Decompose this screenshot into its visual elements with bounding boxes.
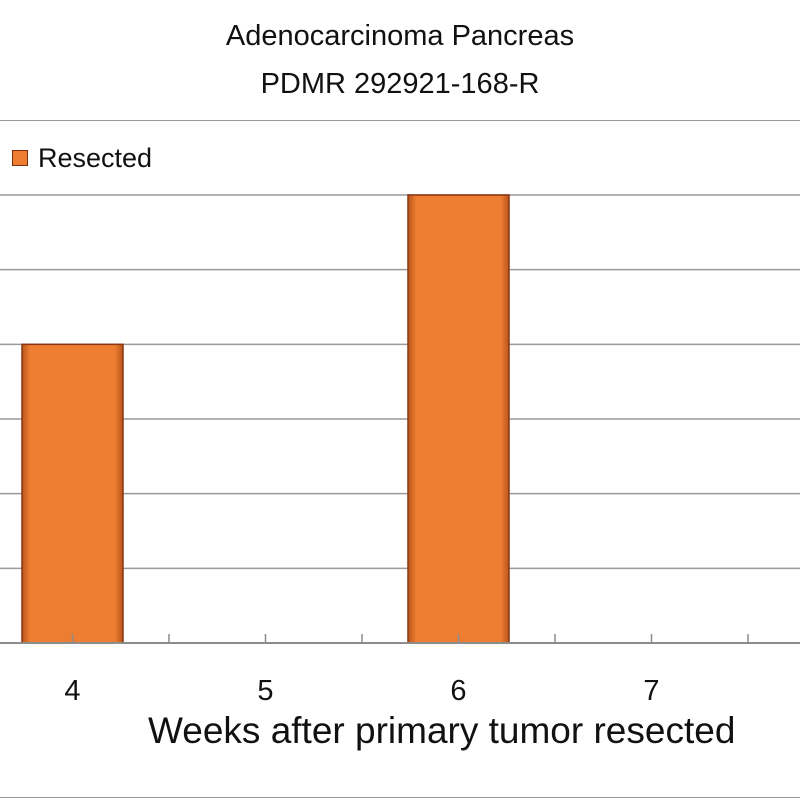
bar-4 [21, 343, 124, 644]
legend-label-resected: Resected [38, 142, 153, 173]
x-tick-label-5: 5 [257, 675, 273, 707]
x-axis-title: Weeks after primary tumor resected [148, 710, 736, 751]
plot-frame-top [0, 120, 800, 121]
x-tick-label-4: 4 [64, 675, 80, 707]
x-tick-label-6: 6 [450, 675, 466, 707]
chart-title: Adenocarcinoma Pancreas [225, 20, 575, 52]
legend-swatch-resected [12, 150, 28, 166]
legend: Resected [12, 140, 152, 176]
chart-subtitle: PDMR 292921-168-R [260, 68, 540, 100]
plot-frame-bottom [0, 797, 800, 798]
x-tick-label-7: 7 [643, 675, 659, 707]
bar-6 [407, 194, 510, 644]
